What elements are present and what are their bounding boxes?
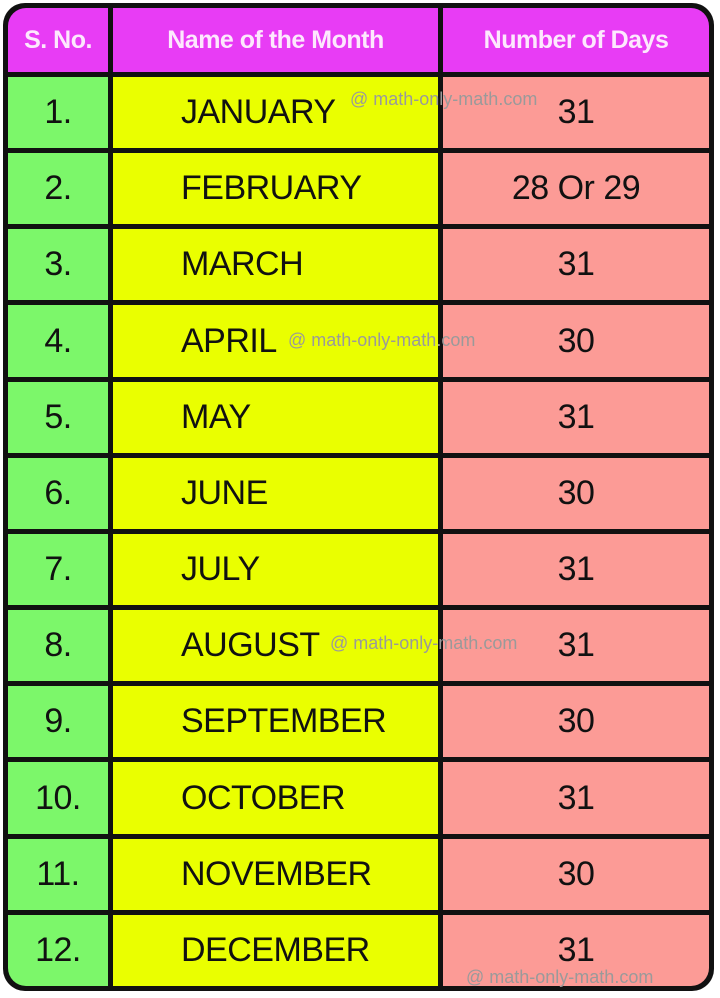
watermark: @ math-only-math.com <box>330 633 518 653</box>
days-count-cell: 31 <box>443 381 709 453</box>
months-table: S. No. Name of the Month Number of Days … <box>8 8 709 986</box>
month-name-cell: OCTOBER <box>113 762 438 834</box>
month-name-cell: FEBRUARY <box>113 153 438 225</box>
watermark: @ math-only-math.com <box>350 89 538 109</box>
serial-number-cell: 10. <box>8 762 108 834</box>
watermark: @ math-only-math.com <box>288 330 476 350</box>
serial-number-cell: 6. <box>8 457 108 529</box>
serial-number-cell: 9. <box>8 686 108 758</box>
serial-number-cell: 1. <box>8 77 108 149</box>
days-count-cell: 30 <box>443 838 709 910</box>
serial-number-cell: 12. <box>8 914 108 986</box>
month-name-cell: JUNE <box>113 457 438 529</box>
header-month: Name of the Month <box>113 8 438 72</box>
header-sno: S. No. <box>8 8 108 72</box>
serial-number-cell: 2. <box>8 153 108 225</box>
month-name-cell: APRIL <box>113 305 438 377</box>
serial-number-cell: 3. <box>8 229 108 301</box>
month-name-cell: MAY <box>113 381 438 453</box>
days-count-cell: 30 <box>443 305 709 377</box>
days-count-cell: 31 <box>443 533 709 606</box>
month-name-cell: SEPTEMBER <box>113 686 438 758</box>
days-count-cell: 31 <box>443 762 709 834</box>
month-name-cell: JULY <box>113 533 438 606</box>
month-name-cell: DECEMBER <box>113 914 438 986</box>
serial-number-cell: 4. <box>8 305 108 377</box>
header-days: Number of Days <box>443 8 709 72</box>
months-table-frame: S. No. Name of the Month Number of Days … <box>3 3 714 991</box>
days-count-cell: 31 <box>443 610 709 682</box>
month-name-cell: NOVEMBER <box>113 838 438 910</box>
watermark: @ math-only-math.com <box>466 967 654 987</box>
serial-number-cell: 5. <box>8 381 108 453</box>
days-count-cell: 31 <box>443 77 709 149</box>
days-count-cell: 31 <box>443 229 709 301</box>
serial-number-cell: 8. <box>8 610 108 682</box>
month-name-cell: MARCH <box>113 229 438 301</box>
days-count-cell: 30 <box>443 686 709 758</box>
month-name-cell: JANUARY <box>113 77 438 149</box>
month-name-cell: AUGUST <box>113 610 438 682</box>
days-count-cell: 28 Or 29 <box>443 153 709 225</box>
days-count-cell: 30 <box>443 457 709 529</box>
serial-number-cell: 11. <box>8 838 108 910</box>
serial-number-cell: 7. <box>8 533 108 606</box>
days-count-cell: 31 <box>443 914 709 986</box>
